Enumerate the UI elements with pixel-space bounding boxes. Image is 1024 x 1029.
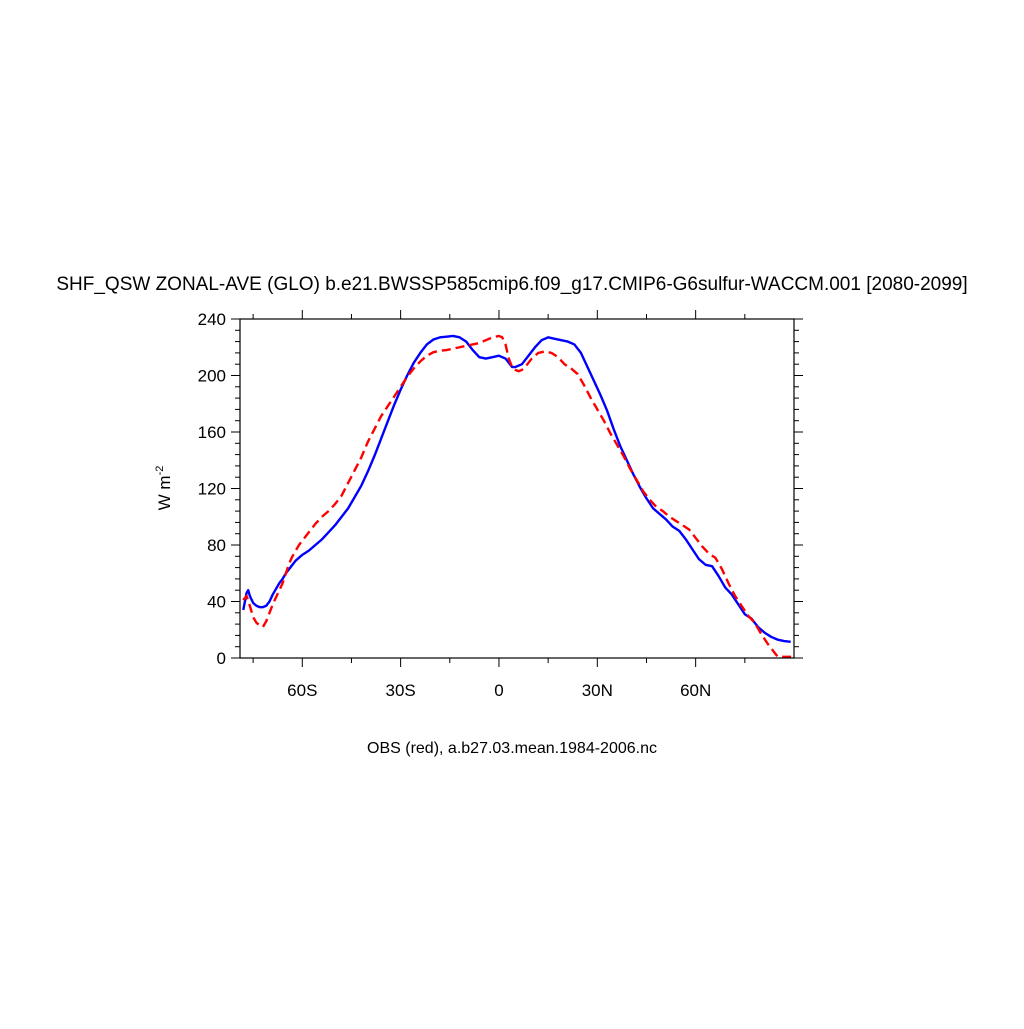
y-axis-label-exponent: -2: [154, 466, 166, 476]
x-tick-label: 60S: [287, 681, 317, 700]
x-tick-label: 30N: [582, 681, 613, 700]
tick-labels: 0 40 80 120 160 200 240 60S 30S 0 30N 60N: [198, 310, 712, 700]
y-axis-label: W m-2: [154, 466, 174, 511]
x-tick-label: 0: [494, 681, 503, 700]
y-tick-label: 120: [198, 480, 226, 499]
axis-ticks: [231, 310, 803, 667]
x-tick-label: 30S: [386, 681, 416, 700]
series-line-red-dashed: [242, 334, 794, 659]
y-tick-label: 40: [207, 593, 226, 612]
y-tick-label: 200: [198, 367, 226, 386]
y-tick-label: 80: [207, 536, 226, 555]
y-tick-label: 160: [198, 423, 226, 442]
svg-text:W m-2: W m-2: [154, 466, 174, 511]
series-line-blue-solid: [242, 334, 791, 643]
chart-footer: OBS (red), a.b27.03.mean.1984-2006.nc: [367, 740, 657, 757]
y-tick-label: 240: [198, 310, 226, 329]
y-tick-label: 0: [217, 649, 226, 668]
chart-title: SHF_QSW ZONAL-AVE (GLO) b.e21.BWSSP585cm…: [56, 274, 967, 295]
plot-area: [242, 334, 794, 659]
plot-frame: [239, 318, 795, 659]
y-axis-label-text: W m: [155, 475, 174, 510]
x-tick-label: 60N: [680, 681, 711, 700]
